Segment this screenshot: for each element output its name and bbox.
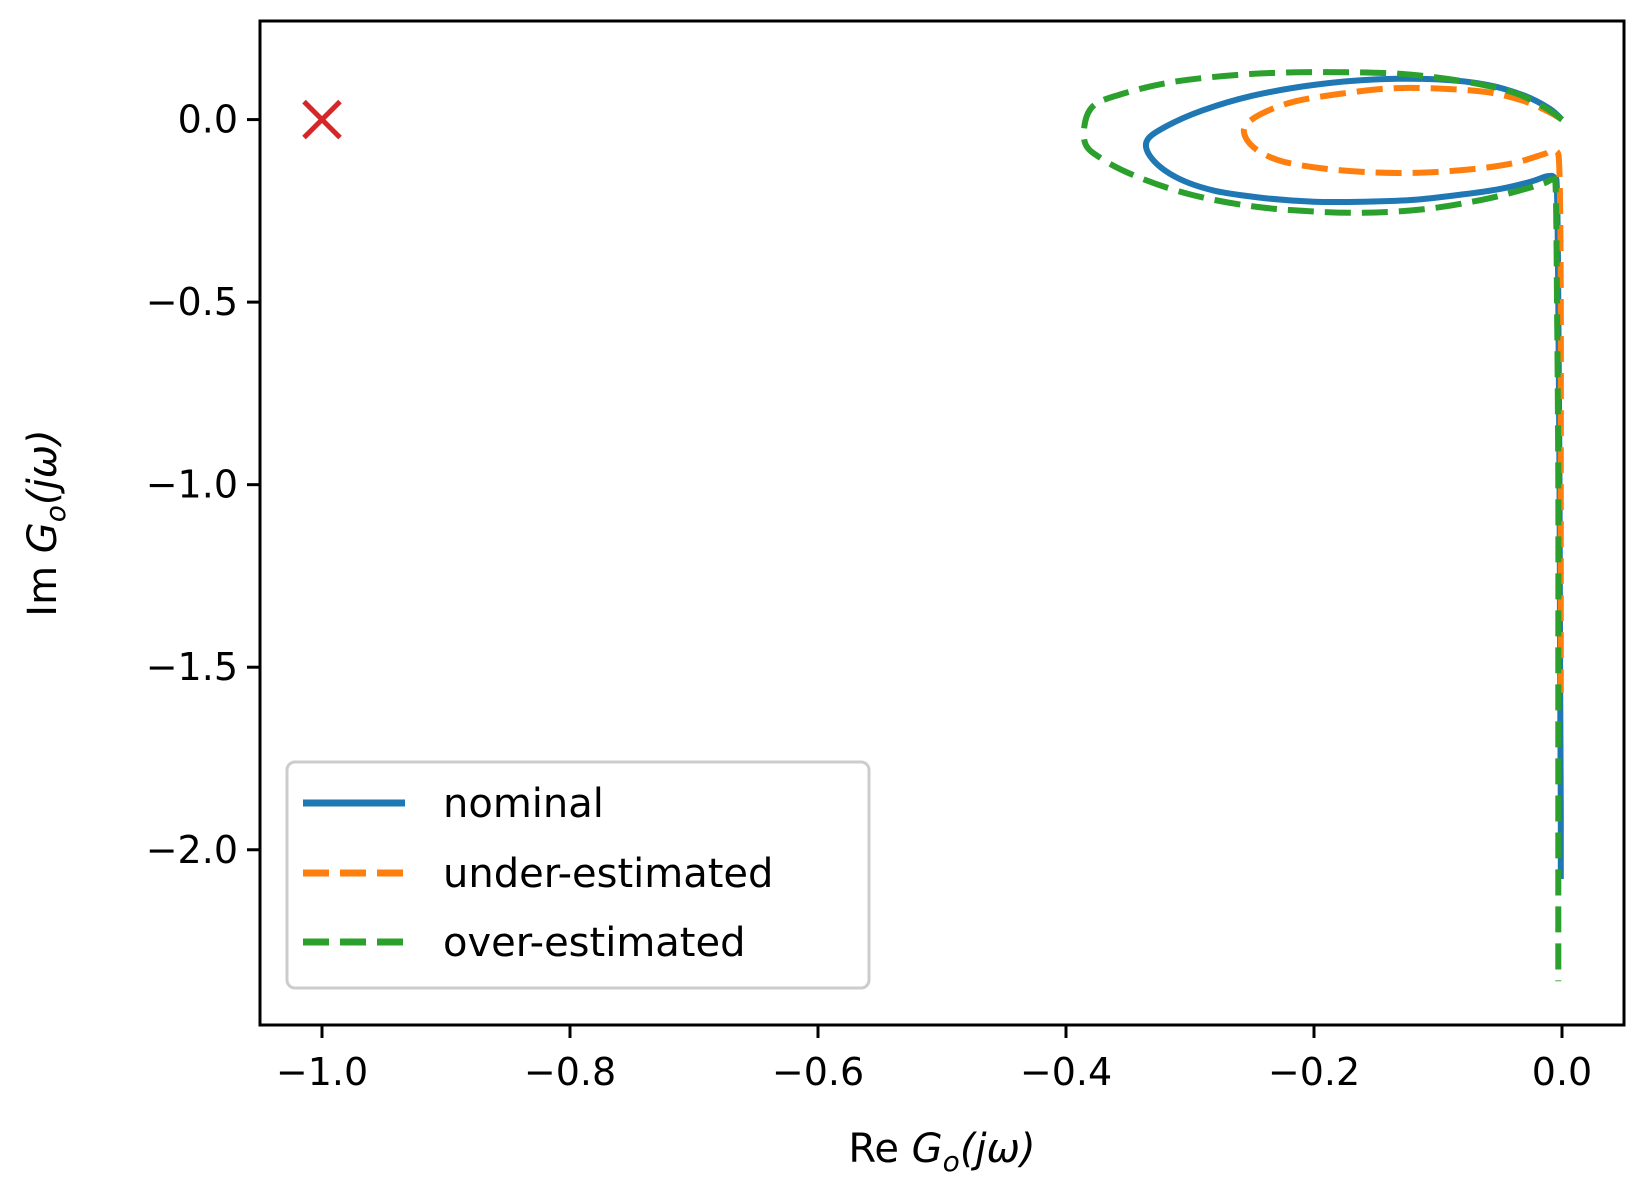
legend: nominal under-estimated over-estimated	[285, 760, 871, 990]
series-layer	[1080, 69, 1565, 982]
x-axis-label: Re Go(jω)	[848, 1126, 1035, 1178]
x-axis-label-prefix: Re	[848, 1126, 899, 1172]
y-axis-label-subscript: o	[39, 505, 72, 522]
x-axis-ticks: −1.0 −0.8 −0.6 −0.4 −0.2 0.0	[276, 1025, 1592, 1094]
x-axis-label-argument: (jω)	[960, 1126, 1036, 1172]
plot-frame	[258, 19, 1626, 1027]
series-line-under-estimated	[1240, 84, 1564, 693]
legend-label-over-estimated: over-estimated	[443, 920, 745, 966]
marker-layer	[302, 99, 342, 140]
x-axis-label-subscript: o	[943, 1145, 960, 1178]
y-tick-label: 0.0	[178, 98, 238, 142]
legend-label-under-estimated: under-estimated	[443, 851, 773, 897]
x-tick-label: −0.6	[772, 1050, 864, 1094]
series-line-over-estimated	[1080, 69, 1564, 982]
legend-box	[285, 760, 871, 990]
x-tick-label: −1.0	[276, 1050, 368, 1094]
legend-label-nominal: nominal	[443, 781, 604, 827]
y-axis-label-symbol: G	[20, 522, 66, 553]
y-tick-label: −0.5	[146, 280, 238, 324]
critical-point-marker	[302, 99, 342, 140]
x-axis-label-symbol: G	[912, 1126, 943, 1172]
x-tick-label: 0.0	[1532, 1050, 1592, 1094]
y-tick-label: −1.5	[146, 645, 238, 689]
y-tick-label: −2.0	[146, 828, 238, 872]
y-axis-label-argument: (jω)	[20, 429, 66, 505]
y-tick-label: −1.0	[146, 463, 238, 507]
x-tick-label: −0.4	[1020, 1050, 1112, 1094]
y-axis-ticks: 0.0 −0.5 −1.0 −1.5 −2.0	[146, 98, 260, 872]
y-axis-label-prefix: Im	[20, 566, 66, 617]
x-tick-label: −0.2	[1268, 1050, 1360, 1094]
x-tick-label: −0.8	[524, 1050, 616, 1094]
y-axis-label: Im Go(jω)	[20, 429, 72, 616]
